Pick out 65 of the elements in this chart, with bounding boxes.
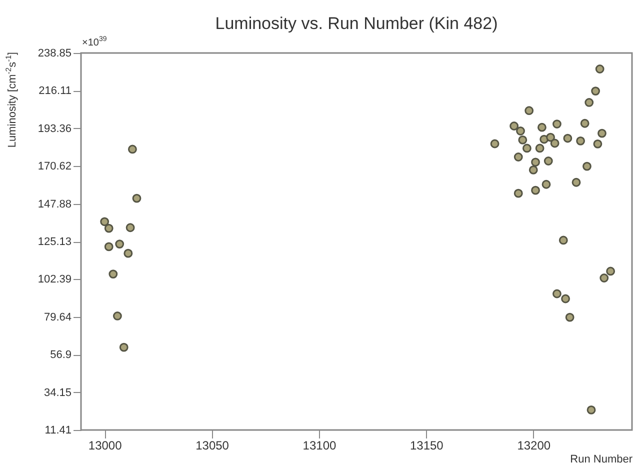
point bbox=[591, 86, 600, 96]
point bbox=[544, 156, 553, 166]
y-tick-label: 125.13 bbox=[38, 236, 72, 248]
point bbox=[510, 122, 519, 130]
point bbox=[595, 64, 604, 74]
point bbox=[104, 224, 114, 233]
text: ×10$^{39}$ bbox=[82, 36, 107, 48]
x-tick-label: 13100 bbox=[302, 438, 336, 452]
point bbox=[104, 242, 114, 252]
point bbox=[563, 134, 572, 143]
point bbox=[128, 144, 137, 154]
point bbox=[535, 144, 544, 153]
chart-title: Luminosity vs. Run Number (Kin 482) bbox=[215, 14, 498, 33]
point bbox=[108, 270, 118, 278]
point bbox=[600, 274, 609, 282]
point bbox=[528, 165, 538, 174]
point bbox=[550, 138, 560, 148]
point bbox=[518, 135, 528, 144]
x-tick-label: 13150 bbox=[410, 438, 444, 452]
y-tick-label: 238.85 bbox=[38, 48, 72, 60]
y-tick-label: 79.64 bbox=[44, 311, 72, 324]
point bbox=[584, 98, 594, 107]
point bbox=[552, 120, 562, 128]
y-tick-label: 193.36 bbox=[38, 122, 72, 135]
point bbox=[580, 118, 590, 128]
point bbox=[542, 180, 551, 189]
point bbox=[565, 312, 574, 322]
y-tick-label: 11.41 bbox=[44, 424, 72, 436]
point bbox=[576, 136, 586, 146]
y-tick-label: 56.9 bbox=[50, 349, 72, 362]
point bbox=[119, 342, 128, 352]
point bbox=[593, 139, 602, 148]
point bbox=[586, 406, 596, 414]
point bbox=[531, 158, 540, 167]
point bbox=[606, 266, 616, 276]
y-tick-label: 147.88 bbox=[38, 198, 72, 210]
x-tick-label: 13050 bbox=[196, 438, 230, 452]
point bbox=[522, 144, 532, 153]
point bbox=[514, 188, 523, 198]
point bbox=[132, 194, 142, 203]
point bbox=[582, 162, 592, 171]
point bbox=[572, 178, 581, 187]
point bbox=[561, 294, 570, 304]
point bbox=[524, 106, 534, 116]
y-tick-label: 216.11 bbox=[38, 85, 72, 98]
point bbox=[552, 289, 562, 298]
y-tick-label: 102.39 bbox=[38, 274, 72, 286]
point bbox=[124, 248, 133, 258]
x-tick-label: 13200 bbox=[517, 438, 551, 452]
point bbox=[112, 312, 122, 320]
point bbox=[598, 128, 606, 138]
point bbox=[516, 126, 525, 136]
x-tick-label: 13000 bbox=[88, 438, 122, 452]
point bbox=[514, 152, 523, 162]
point bbox=[546, 132, 555, 142]
point bbox=[490, 139, 500, 148]
point bbox=[531, 186, 540, 195]
y-tick-label: 34.15 bbox=[44, 386, 72, 399]
point bbox=[100, 217, 110, 226]
point bbox=[126, 223, 135, 232]
point bbox=[537, 122, 546, 132]
point bbox=[115, 240, 124, 248]
x-axis-title: Run Number bbox=[570, 454, 633, 464]
point bbox=[558, 236, 568, 245]
y-tick-label: 170.62 bbox=[38, 160, 72, 173]
